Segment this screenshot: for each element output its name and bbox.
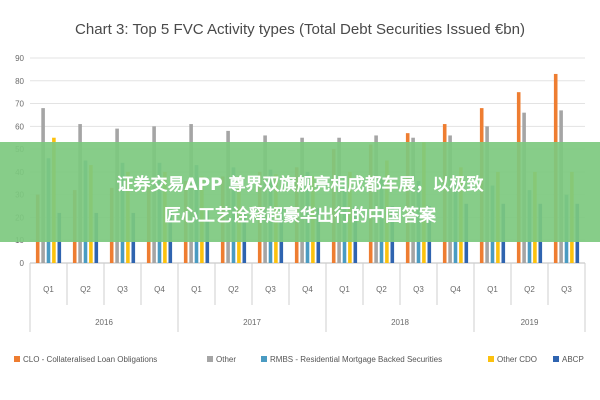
x-tick-label: Q4 xyxy=(450,285,461,294)
banner-line-1: 证券交易APP 尊界双旗舰亮相成都车展，以极致 xyxy=(117,174,485,195)
x-tick-label: Q3 xyxy=(117,285,128,294)
banner-background xyxy=(0,142,600,242)
chart-title: Chart 3: Top 5 FVC Activity types (Total… xyxy=(75,21,525,38)
legend-label: Other xyxy=(216,355,236,364)
y-tick-label: 0 xyxy=(20,259,25,268)
legend-swatch xyxy=(14,356,20,362)
x-tick-label: Q3 xyxy=(413,285,424,294)
banner-line-2: 匠心工艺诠释超豪华出行的中国答案 xyxy=(164,205,437,226)
x-tick-label: Q1 xyxy=(43,285,54,294)
legend-swatch xyxy=(207,356,213,362)
legend-label: ABCP xyxy=(562,355,584,364)
y-tick-label: 60 xyxy=(15,122,24,131)
year-label: 2017 xyxy=(243,318,261,327)
legend-swatch xyxy=(261,356,267,362)
overlay-banner: 证券交易APP 尊界双旗舰亮相成都车展，以极致 匠心工艺诠释超豪华出行的中国答案 xyxy=(0,142,600,242)
x-tick-label: Q4 xyxy=(302,285,313,294)
x-tick-label: Q2 xyxy=(376,285,387,294)
x-axis: Q1 Q2 Q3 Q4 2016 Q1 Q2 Q3 Q4 2017 Q1 Q2 Q3 Q4 2018 Q1 Q2… xyxy=(29,263,586,332)
x-tick-label: Q3 xyxy=(265,285,276,294)
legend-swatch xyxy=(488,356,494,362)
year-label: 2016 xyxy=(95,318,113,327)
legend-label: RMBS - Residential Mortgage Backed Secur… xyxy=(270,355,442,364)
legend-label: Other CDO xyxy=(497,355,537,364)
y-tick-label: 90 xyxy=(15,54,24,63)
y-tick-label: 70 xyxy=(15,100,24,109)
y-tick-label: 80 xyxy=(15,77,24,86)
x-tick-label: Q3 xyxy=(561,285,572,294)
legend-swatch xyxy=(553,356,559,362)
year-label: 2019 xyxy=(521,318,539,327)
x-tick-label: Q2 xyxy=(80,285,91,294)
year-label: 2018 xyxy=(391,318,409,327)
x-tick-label: Q2 xyxy=(524,285,535,294)
x-tick-label: Q1 xyxy=(339,285,350,294)
x-tick-label: Q4 xyxy=(154,285,165,294)
legend-label: CLO - Collateralised Loan Obligations xyxy=(23,355,157,364)
legend: CLO - Collateralised Loan Obligations Oth… xyxy=(14,355,584,364)
x-tick-label: Q1 xyxy=(191,285,202,294)
x-tick-label: Q1 xyxy=(487,285,498,294)
x-tick-label: Q2 xyxy=(228,285,239,294)
